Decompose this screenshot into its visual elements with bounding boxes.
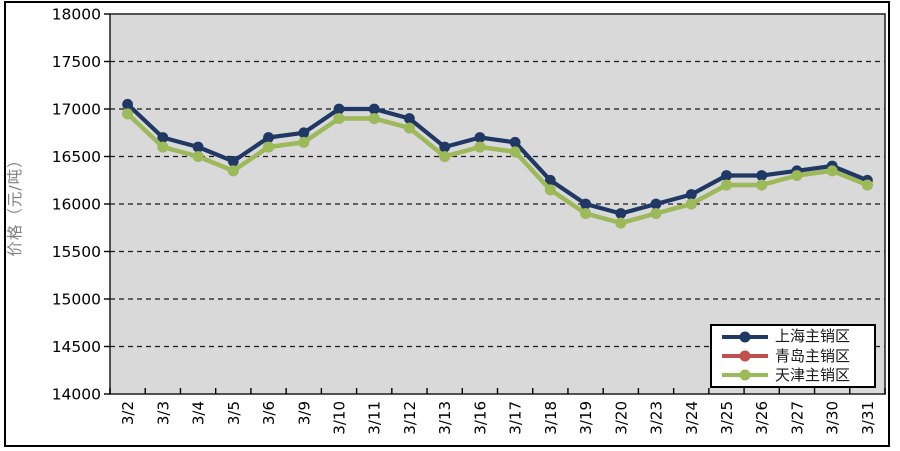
legend-item-2: 天津主销区 xyxy=(722,366,870,385)
series-marker-0 xyxy=(580,198,591,210)
x-tick-label: 3/4 xyxy=(190,401,208,425)
legend-line-marker-swatch xyxy=(722,350,768,362)
series-marker-0 xyxy=(544,174,556,186)
series-line-0 xyxy=(125,102,870,216)
series-marker-2 xyxy=(650,208,662,219)
legend-marker-dot xyxy=(739,369,751,381)
x-tick-label: 3/24 xyxy=(683,401,701,435)
series-marker-2 xyxy=(862,179,873,191)
y-tick-label: 16000 xyxy=(52,196,101,214)
series-marker-0 xyxy=(227,155,239,167)
series-marker-0 xyxy=(474,132,486,143)
x-tick-label: 3/27 xyxy=(788,401,806,435)
legend-label: 上海主销区 xyxy=(775,327,851,346)
x-tick-label: 3/9 xyxy=(295,401,313,425)
x-tick-label: 3/31 xyxy=(859,401,877,435)
series-marker-0 xyxy=(721,170,732,181)
series-marker-0 xyxy=(263,132,274,143)
y-tick-label: 15000 xyxy=(52,291,101,309)
x-tick-label: 3/13 xyxy=(436,401,454,435)
series-marker-0 xyxy=(333,103,345,115)
legend-item-0: 上海主销区 xyxy=(722,327,870,346)
y-tick-label: 14000 xyxy=(52,386,101,404)
y-tick-label: 14500 xyxy=(52,338,101,356)
series-marker-0 xyxy=(650,198,662,210)
series-marker-2 xyxy=(756,179,768,191)
x-tick-label: 3/12 xyxy=(401,401,419,435)
legend-item-1: 青岛主销区 xyxy=(722,347,870,366)
x-tick-label: 3/20 xyxy=(612,401,630,435)
legend-label: 天津主销区 xyxy=(775,365,851,384)
series-marker-0 xyxy=(192,141,204,153)
series-marker-2 xyxy=(227,165,239,177)
legend-line-marker-swatch xyxy=(722,331,768,343)
series-marker-0 xyxy=(685,189,697,200)
series-marker-0 xyxy=(368,103,380,115)
legend-marker-dot xyxy=(739,331,751,343)
y-tick-label: 15500 xyxy=(52,243,101,261)
x-tick-label: 3/3 xyxy=(154,401,172,425)
x-tick-label: 3/16 xyxy=(471,401,489,435)
series-marker-2 xyxy=(615,217,627,229)
series-marker-0 xyxy=(404,113,415,124)
legend-line-marker-swatch xyxy=(722,369,768,381)
x-tick-label: 3/19 xyxy=(577,401,595,435)
y-tick-label: 16500 xyxy=(52,148,101,166)
series-marker-2 xyxy=(122,108,133,120)
series-marker-2 xyxy=(791,170,803,181)
series-marker-0 xyxy=(509,136,521,148)
series-marker-2 xyxy=(474,141,486,153)
series-marker-2 xyxy=(157,141,169,153)
series-marker-2 xyxy=(826,165,838,177)
series-marker-2 xyxy=(439,151,451,162)
y-tick-label: 17500 xyxy=(52,53,101,71)
series-marker-2 xyxy=(192,151,204,162)
x-tick-label: 3/23 xyxy=(648,401,666,435)
y-tick-label: 18000 xyxy=(52,6,101,24)
y-tick-label: 17000 xyxy=(52,101,101,119)
x-tick-label: 3/30 xyxy=(824,401,842,435)
x-tick-label: 3/11 xyxy=(366,401,384,435)
series-marker-2 xyxy=(368,113,380,124)
chart-outer-border xyxy=(4,1,890,447)
series-marker-0 xyxy=(157,132,169,143)
series-marker-2 xyxy=(263,141,274,153)
series-marker-2 xyxy=(685,198,697,210)
x-tick-label: 3/5 xyxy=(225,401,243,425)
series-marker-0 xyxy=(298,127,310,139)
series-marker-0 xyxy=(615,208,627,219)
x-tick-label: 3/17 xyxy=(507,401,525,435)
x-tick-label: 3/18 xyxy=(542,401,560,435)
series-marker-2 xyxy=(544,184,556,196)
x-tick-label: 3/6 xyxy=(260,401,278,425)
legend-marker-dot xyxy=(739,350,751,362)
series-line-2 xyxy=(125,111,870,226)
series-marker-0 xyxy=(122,98,133,110)
series-marker-2 xyxy=(721,179,732,191)
series-marker-2 xyxy=(333,113,345,124)
y-axis-title: 价格（元/吨） xyxy=(6,151,24,256)
chart-legend: 上海主销区 青岛主销区 天津主销区 xyxy=(710,324,876,388)
legend-label: 青岛主销区 xyxy=(775,346,851,365)
x-tick-label: 3/26 xyxy=(753,401,771,435)
series-marker-0 xyxy=(439,141,451,153)
x-tick-label: 3/25 xyxy=(718,401,736,435)
series-marker-0 xyxy=(756,170,768,181)
series-marker-2 xyxy=(580,208,591,219)
x-tick-label: 3/2 xyxy=(119,401,137,425)
series-marker-2 xyxy=(509,146,521,158)
x-tick-label: 3/10 xyxy=(330,401,348,435)
series-marker-2 xyxy=(298,136,310,148)
series-marker-2 xyxy=(404,122,415,134)
